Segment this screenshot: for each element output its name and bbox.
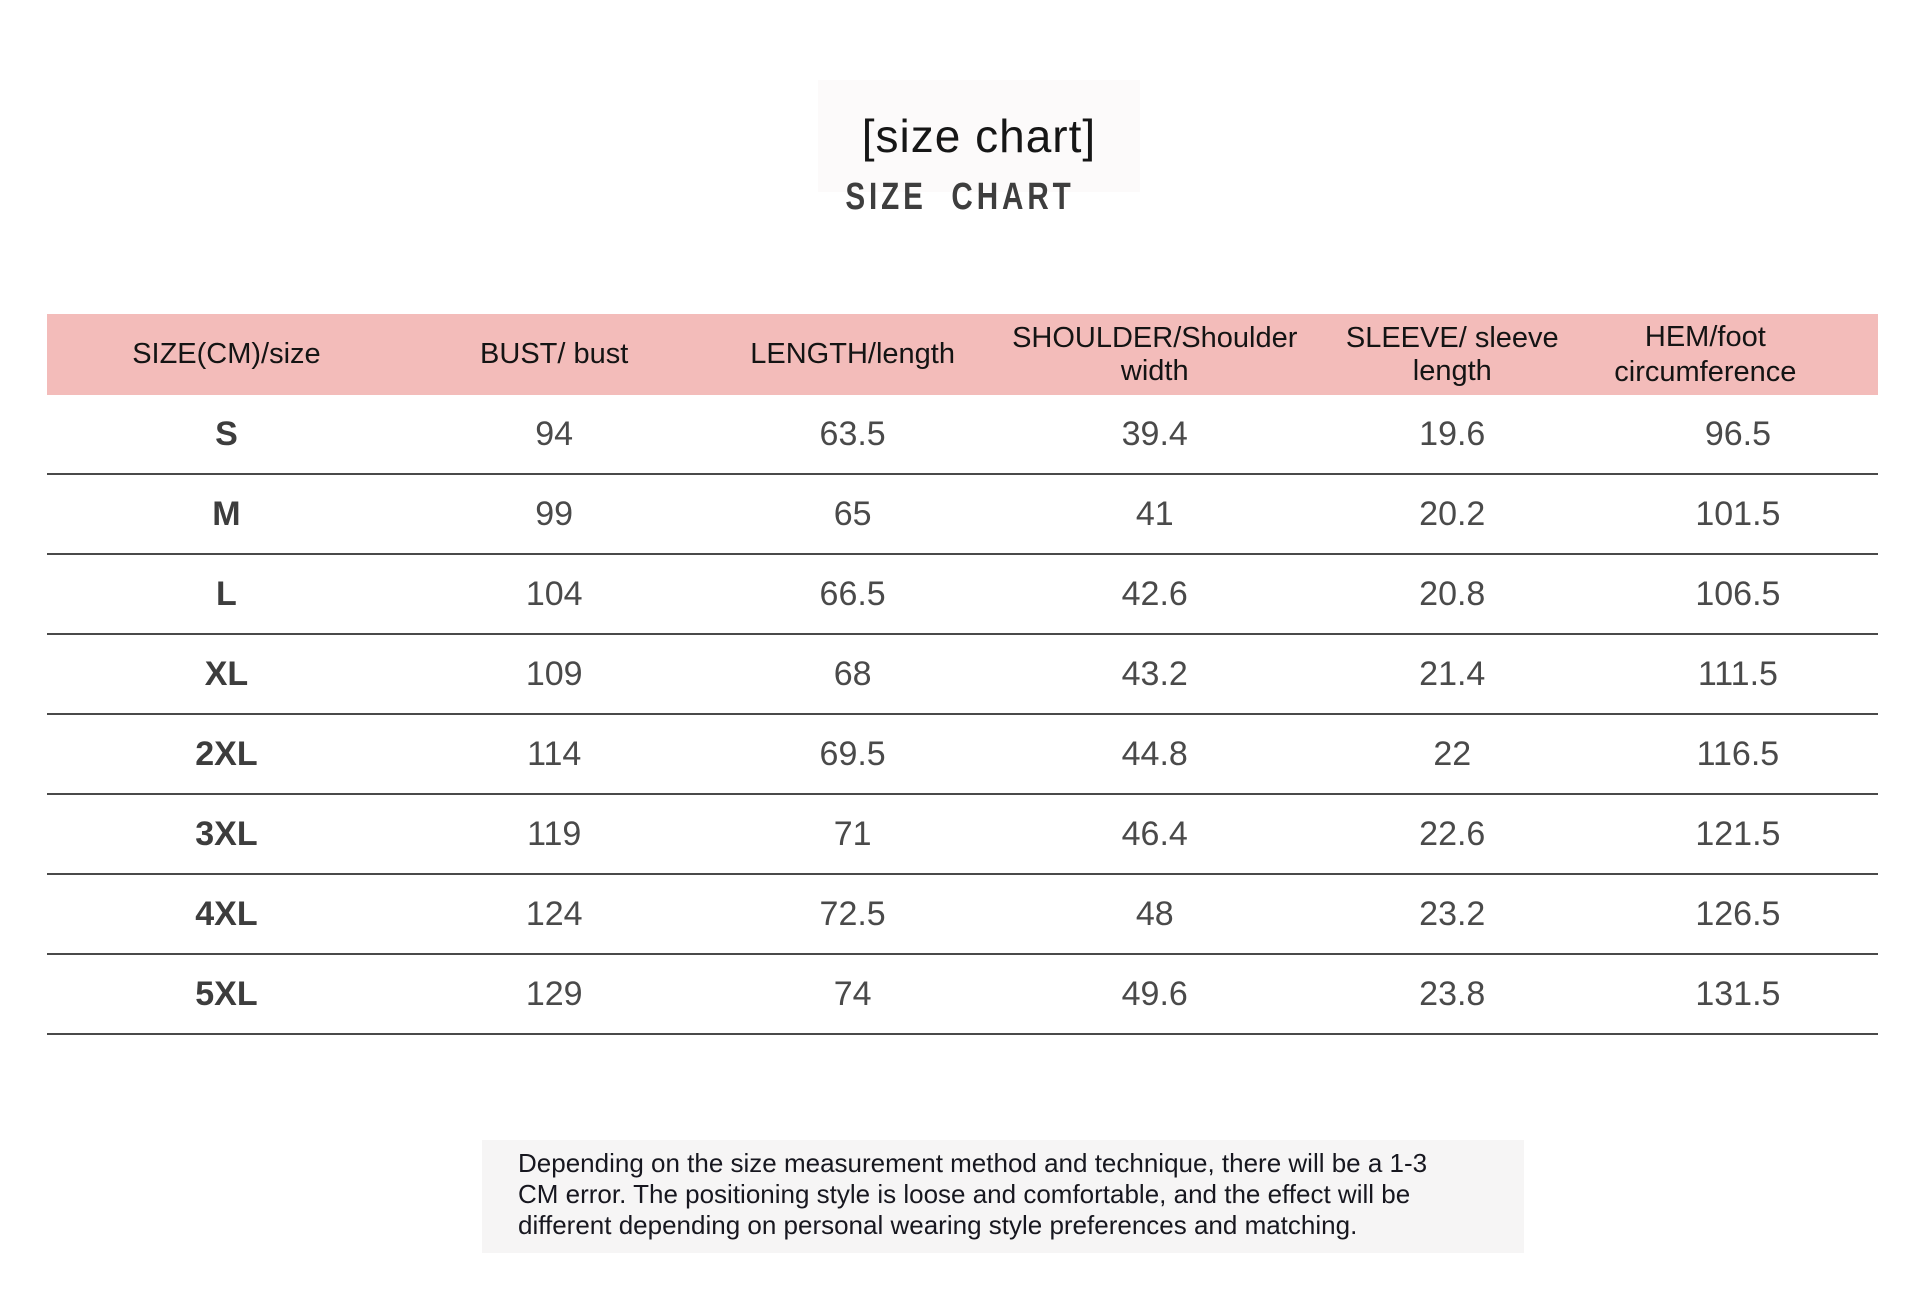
table-row: L 104 66.5 42.6 20.8 106.5: [47, 554, 1878, 635]
table-row: XL 109 68 43.2 21.4 111.5: [47, 634, 1878, 715]
bust-value: 114: [405, 714, 703, 795]
shoulder-value: 43.2: [1002, 634, 1307, 715]
table-row: S 94 63.5 39.4 19.6 96.5: [47, 395, 1878, 475]
length-value: 63.5: [702, 395, 1003, 475]
shoulder-value: 49.6: [1002, 954, 1307, 1035]
size-label: S: [47, 395, 406, 475]
note-line-3: different depending on personal wearing …: [518, 1210, 1358, 1240]
length-value: 69.5: [702, 714, 1003, 795]
length-value: 68: [702, 634, 1003, 715]
size-label: 4XL: [47, 874, 406, 955]
sleeve-value: 20.2: [1306, 474, 1598, 555]
sleeve-value: 23.2: [1306, 874, 1598, 955]
col-header-shoulder: SHOULDER/Shoulder width: [1002, 314, 1307, 395]
col-header-hem: HEM/foot circumference: [1597, 314, 1878, 395]
subtitle-wrap: SIZE CHART: [0, 176, 1920, 219]
bust-value: 119: [405, 794, 703, 875]
bust-value: 99: [405, 474, 703, 555]
size-label: 2XL: [47, 714, 406, 795]
size-table-body: S 94 63.5 39.4 19.6 96.5 M 99 65 41 20.2…: [47, 395, 1878, 1035]
title-panel: [size chart]: [818, 80, 1140, 192]
size-table: SIZE(CM)/size BUST/ bust LENGTH/length S…: [47, 314, 1878, 1035]
shoulder-value: 46.4: [1002, 794, 1307, 875]
sleeve-value: 22: [1306, 714, 1598, 795]
size-label: L: [47, 554, 406, 635]
bust-value: 109: [405, 634, 703, 715]
sleeve-value: 21.4: [1306, 634, 1598, 715]
size-label: M: [47, 474, 406, 555]
hem-value: 96.5: [1597, 395, 1878, 475]
length-value: 71: [702, 794, 1003, 875]
length-value: 66.5: [702, 554, 1003, 635]
header-row: SIZE(CM)/size BUST/ bust LENGTH/length S…: [47, 314, 1878, 395]
hem-value: 121.5: [1597, 794, 1878, 875]
sleeve-value: 20.8: [1306, 554, 1598, 635]
size-label: 5XL: [47, 954, 406, 1035]
bust-value: 94: [405, 395, 703, 475]
sleeve-value: 19.6: [1306, 395, 1598, 475]
table-row: M 99 65 41 20.2 101.5: [47, 474, 1878, 555]
shoulder-value: 48: [1002, 874, 1307, 955]
note-line-2: CM error. The positioning style is loose…: [518, 1179, 1411, 1209]
sleeve-value: 23.8: [1306, 954, 1598, 1035]
hem-value: 101.5: [1597, 474, 1878, 555]
table-row: 2XL 114 69.5 44.8 22 116.5: [47, 714, 1878, 795]
col-header-sleeve: SLEEVE/ sleeve length: [1306, 314, 1598, 395]
bust-value: 124: [405, 874, 703, 955]
measurement-note: Depending on the size measurement method…: [482, 1140, 1524, 1253]
sleeve-value: 22.6: [1306, 794, 1598, 875]
bust-value: 104: [405, 554, 703, 635]
shoulder-value: 44.8: [1002, 714, 1307, 795]
table-row: 3XL 119 71 46.4 22.6 121.5: [47, 794, 1878, 875]
length-value: 72.5: [702, 874, 1003, 955]
hem-value: 126.5: [1597, 874, 1878, 955]
table-row: 5XL 129 74 49.6 23.8 131.5: [47, 954, 1878, 1035]
col-header-size: SIZE(CM)/size: [47, 314, 406, 395]
hem-value: 111.5: [1597, 634, 1878, 715]
page-title: [size chart]: [861, 110, 1097, 162]
size-label: XL: [47, 634, 406, 715]
size-table-header: SIZE(CM)/size BUST/ bust LENGTH/length S…: [47, 314, 1878, 395]
hem-value: 116.5: [1597, 714, 1878, 795]
size-label: 3XL: [47, 794, 406, 875]
shoulder-value: 41: [1002, 474, 1307, 555]
col-header-hem-text: HEM/foot circumference: [1614, 320, 1797, 388]
col-header-bust: BUST/ bust: [405, 314, 703, 395]
shoulder-value: 42.6: [1002, 554, 1307, 635]
length-value: 74: [702, 954, 1003, 1035]
note-line-1: Depending on the size measurement method…: [518, 1148, 1428, 1178]
bust-value: 129: [405, 954, 703, 1035]
shoulder-value: 39.4: [1002, 395, 1307, 475]
hem-value: 131.5: [1597, 954, 1878, 1035]
hem-value: 106.5: [1597, 554, 1878, 635]
table-row: 4XL 124 72.5 48 23.2 126.5: [47, 874, 1878, 955]
length-value: 65: [702, 474, 1003, 555]
page-subtitle: SIZE CHART: [845, 176, 1075, 218]
col-header-length: LENGTH/length: [702, 314, 1003, 395]
